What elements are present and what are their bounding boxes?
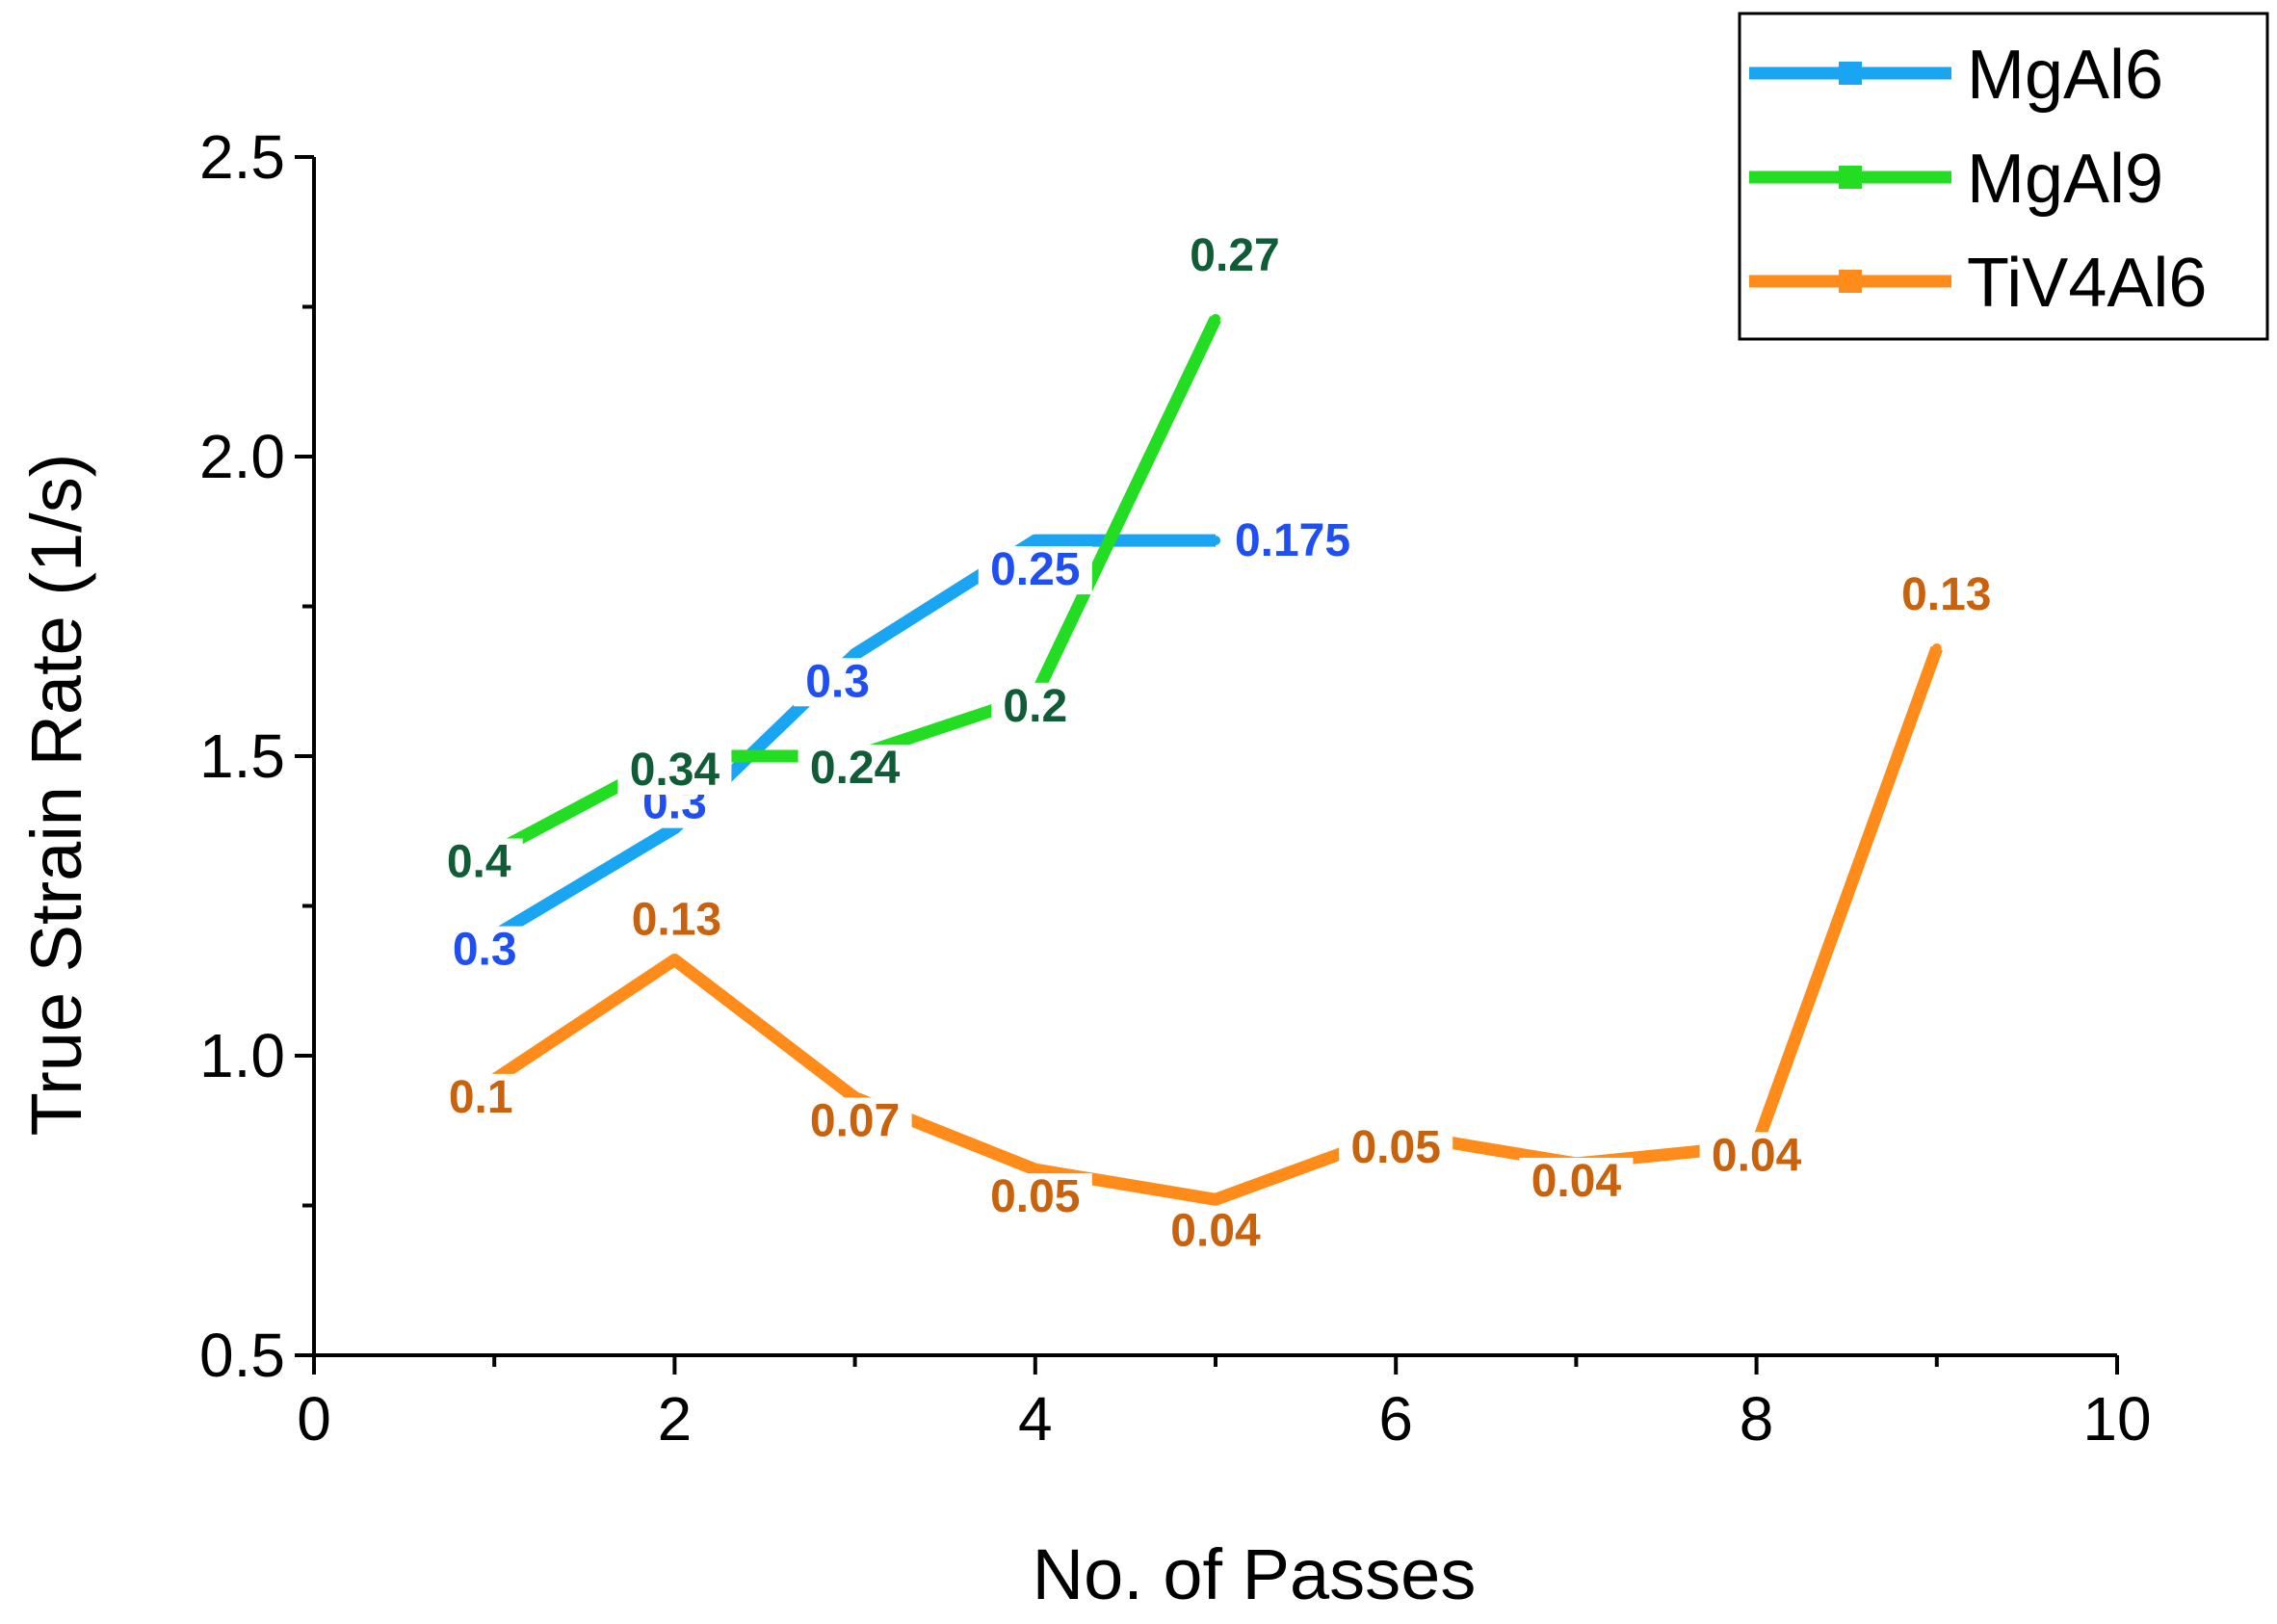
x-tick-label: 10: [2082, 1384, 2151, 1454]
series-line-mgal6: [490, 534, 1216, 942]
data-label-backing: [1699, 1132, 1814, 1181]
legend-label-tiv4al6: TiV4Al6: [1967, 245, 2207, 322]
data-label-backing: [1519, 1157, 1634, 1206]
data-label-mgal6: 0.25: [990, 544, 1080, 595]
y-tick-label: 2.0: [199, 422, 285, 491]
data-label-mgal6: 0.175: [1235, 515, 1350, 566]
legend: MgAl6 MgAl9 TiV4Al6: [1738, 12, 2269, 341]
data-point-tiv4al6: [1931, 643, 1942, 654]
legend-marker-mgal6: [1839, 62, 1862, 85]
data-label-backing: [436, 1073, 525, 1122]
data-label-backing: [434, 838, 523, 887]
x-tick-label: 8: [1740, 1384, 1774, 1454]
data-label-tiv4al6: 0.05: [1350, 1122, 1440, 1173]
x-tick-label: 4: [1018, 1384, 1053, 1454]
data-point-mgal6: [1211, 536, 1220, 546]
data-label-backing: [1159, 1207, 1272, 1256]
data-label-backing: [619, 896, 734, 945]
legend-marker-tiv4al6: [1839, 270, 1862, 293]
data-label-backing: [798, 745, 912, 793]
data-label-tiv4al6: 0.04: [1712, 1130, 1802, 1181]
data-label-backing: [617, 747, 732, 795]
data-label-tiv4al6: 0.04: [1531, 1156, 1622, 1207]
data-label-mgal9: 0.24: [810, 743, 901, 794]
data-label-tiv4al6: 0.13: [1901, 569, 1991, 620]
data-label-mgal6: 0.3: [805, 656, 870, 707]
data-label-backing: [794, 658, 882, 707]
data-label-mgal9: 0.34: [630, 745, 720, 796]
data-label-tiv4al6: 0.04: [1170, 1205, 1261, 1256]
x-tick-label: 0: [297, 1384, 331, 1454]
legend-marker-mgal9: [1839, 166, 1862, 189]
axes: 0 2 4 6 8 10 0.5 1.0 1.5 2.0 2.5 No. of Passes True …: [16, 122, 2152, 1614]
y-tick-label: 2.5: [199, 122, 285, 192]
y-axis-title: True Strain Rate (1/s): [16, 454, 96, 1137]
x-tick-label: 6: [1378, 1384, 1413, 1454]
data-label-mgal9: 0.2: [1003, 681, 1067, 732]
y-tick-label: 1.0: [199, 1021, 285, 1090]
data-point-mgal9: [1211, 313, 1220, 324]
data-point-mgal6: [1030, 536, 1040, 546]
data-label-tiv4al6: 0.05: [990, 1171, 1080, 1222]
data-label-tiv4al6: 0.07: [810, 1096, 900, 1147]
data-label-mgal9: 0.27: [1190, 230, 1279, 281]
data-point-mgal6: [850, 649, 860, 660]
data-label-backing: [1889, 571, 2003, 620]
data-label-tiv4al6: 0.1: [449, 1072, 513, 1123]
data-label-backing: [991, 682, 1080, 731]
x-axis-title: No. of Passes: [1033, 1534, 1477, 1614]
legend-label-mgal6: MgAl6: [1967, 37, 2163, 114]
data-point-tiv4al6: [1030, 1165, 1040, 1175]
y-tick-label: 1.5: [199, 721, 285, 791]
data-point-tiv4al6: [669, 955, 680, 965]
data-label-backing: [978, 1173, 1092, 1222]
data-label-backing: [1178, 231, 1292, 280]
data-label-mgal6: 0.3: [453, 925, 517, 976]
data-label-tiv4al6: 0.13: [632, 894, 721, 945]
data-label-backing: [798, 1097, 912, 1146]
data-label-backing: [1222, 517, 1363, 566]
legend-label-mgal9: MgAl9: [1967, 141, 2163, 218]
data-label-backing: [978, 546, 1092, 595]
data-label-backing: [1339, 1123, 1453, 1172]
data-label-backing: [440, 926, 529, 975]
data-point-tiv4al6: [1211, 1194, 1220, 1205]
x-tick-label: 2: [658, 1384, 693, 1454]
y-tick-label: 0.5: [199, 1321, 285, 1390]
data-label-mgal9: 0.4: [447, 837, 511, 888]
